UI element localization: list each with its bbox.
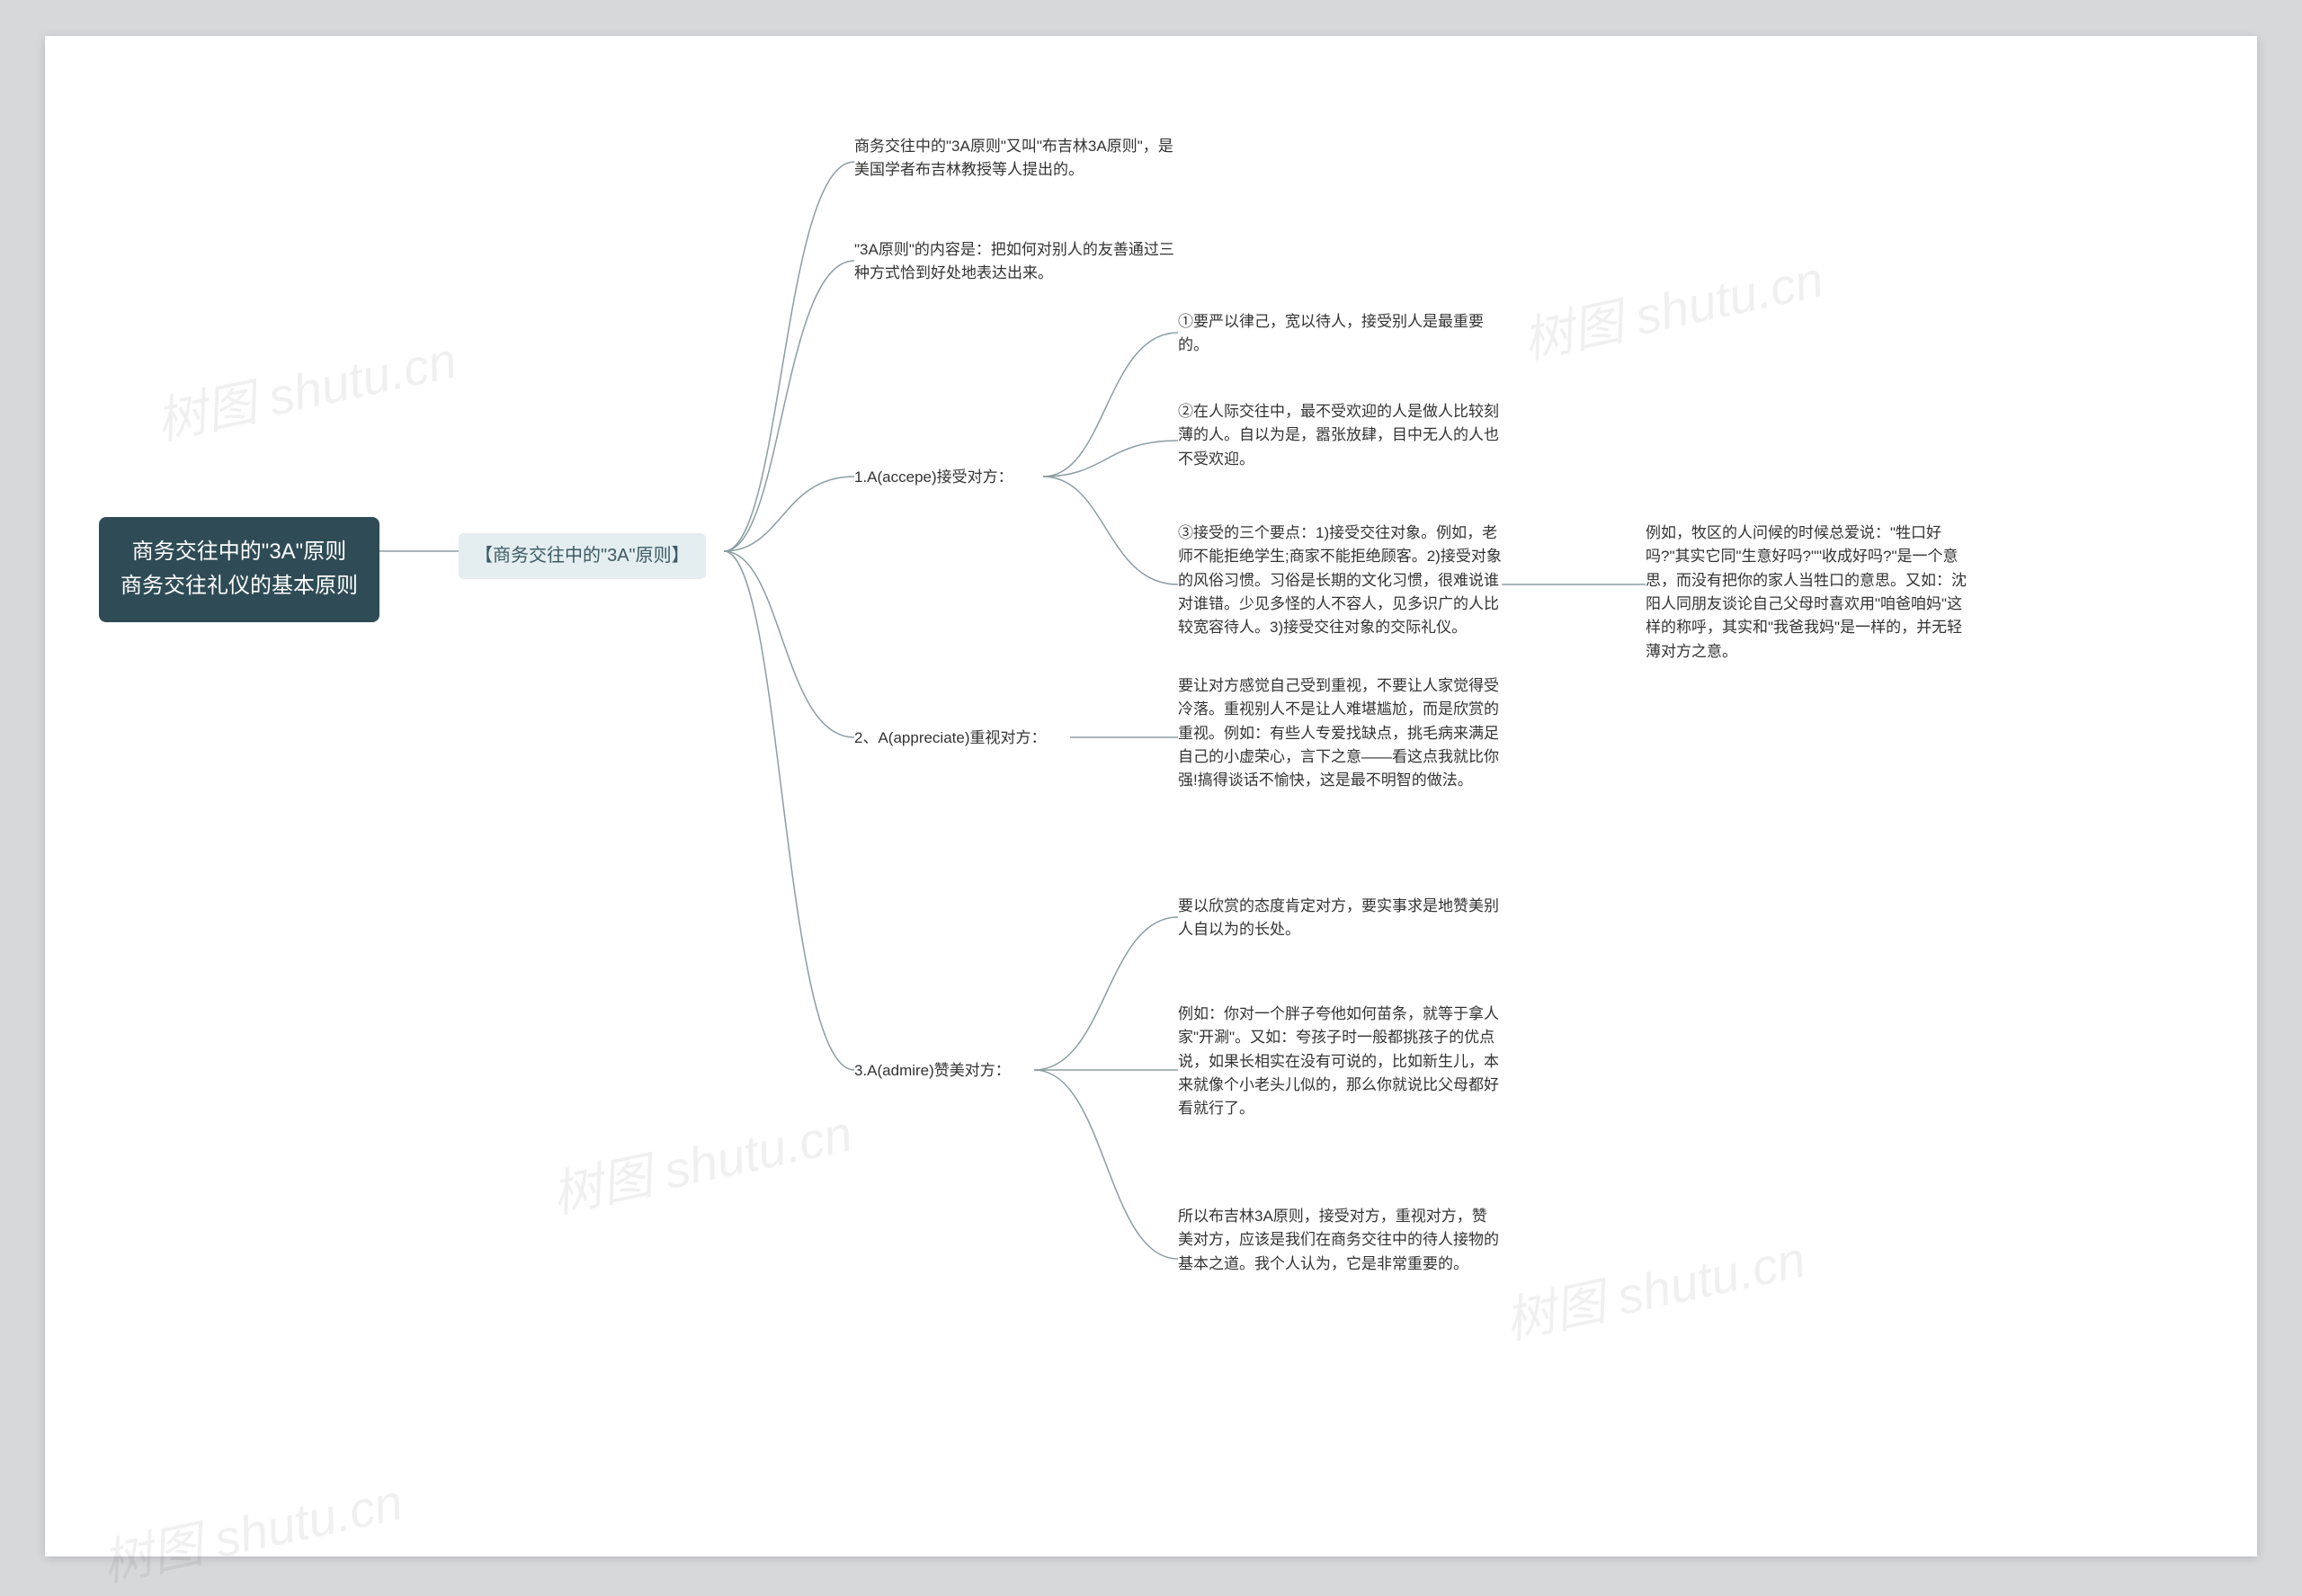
leaf-admire[interactable]: 3.A(admire)赞美对方： [854, 1059, 1011, 1083]
canvas: 商务交往中的"3A"原则 商务交往礼仪的基本原则 【商务交往中的"3A"原则】 … [45, 36, 2257, 1556]
root-line1: 商务交往中的"3A"原则 [120, 535, 358, 569]
leaf-accept-2[interactable]: ②在人际交往中，最不受欢迎的人是做人比较刻薄的人。自以为是，嚣张放肆，目中无人的… [1178, 400, 1502, 471]
leaf-admire-3[interactable]: 所以布吉林3A原则，接受对方，重视对方，赞美对方，应该是我们在商务交往中的待人接… [1178, 1205, 1502, 1276]
leaf-accept-3-example[interactable]: 例如，牧区的人问候的时候总爱说："牲口好吗?"其实它同"生意好吗?""收成好吗?… [1646, 522, 1969, 664]
branch-3a[interactable]: 【商务交往中的"3A"原则】 [459, 533, 706, 579]
watermark: 树图 shutu.cn [148, 320, 462, 455]
leaf-intro-1[interactable]: 商务交往中的"3A原则"又叫"布吉林3A原则"，是美国学者布吉林教授等人提出的。 [854, 135, 1178, 183]
leaf-accept-3[interactable]: ③接受的三个要点：1)接受交往对象。例如，老师不能拒绝学生;商家不能拒绝顾客。2… [1178, 522, 1502, 640]
leaf-admire-2[interactable]: 例如：你对一个胖子夸他如何苗条，就等于拿人家"开涮"。又如：夸孩子时一般都挑孩子… [1178, 1003, 1502, 1121]
watermark: 树图 shutu.cn [544, 1093, 858, 1228]
watermark: 树图 shutu.cn [1497, 1219, 1811, 1354]
leaf-appreciate-1[interactable]: 要让对方感觉自己受到重视，不要让人家觉得受冷落。重视别人不是让人难堪尴尬，而是欣… [1178, 674, 1502, 793]
leaf-accept[interactable]: 1.A(accepe)接受对方： [854, 466, 1013, 489]
root-node[interactable]: 商务交往中的"3A"原则 商务交往礼仪的基本原则 [99, 517, 379, 622]
leaf-accept-1[interactable]: ①要严以律己，宽以待人，接受别人是最重要的。 [1178, 310, 1502, 358]
leaf-appreciate[interactable]: 2、A(appreciate)重视对方： [854, 727, 1047, 750]
watermark: 树图 shutu.cn [94, 1462, 408, 1596]
watermark: 树图 shutu.cn [1515, 239, 1829, 374]
mindmap: 商务交往中的"3A"原则 商务交往礼仪的基本原则 【商务交往中的"3A"原则】 … [45, 36, 2257, 1556]
leaf-admire-1[interactable]: 要以欣赏的态度肯定对方，要实事求是地赞美别人自以为的长处。 [1178, 895, 1502, 942]
root-line2: 商务交往礼仪的基本原则 [120, 569, 358, 603]
leaf-intro-2[interactable]: "3A原则"的内容是：把如何对别人的友善通过三种方式恰到好处地表达出来。 [854, 238, 1178, 286]
